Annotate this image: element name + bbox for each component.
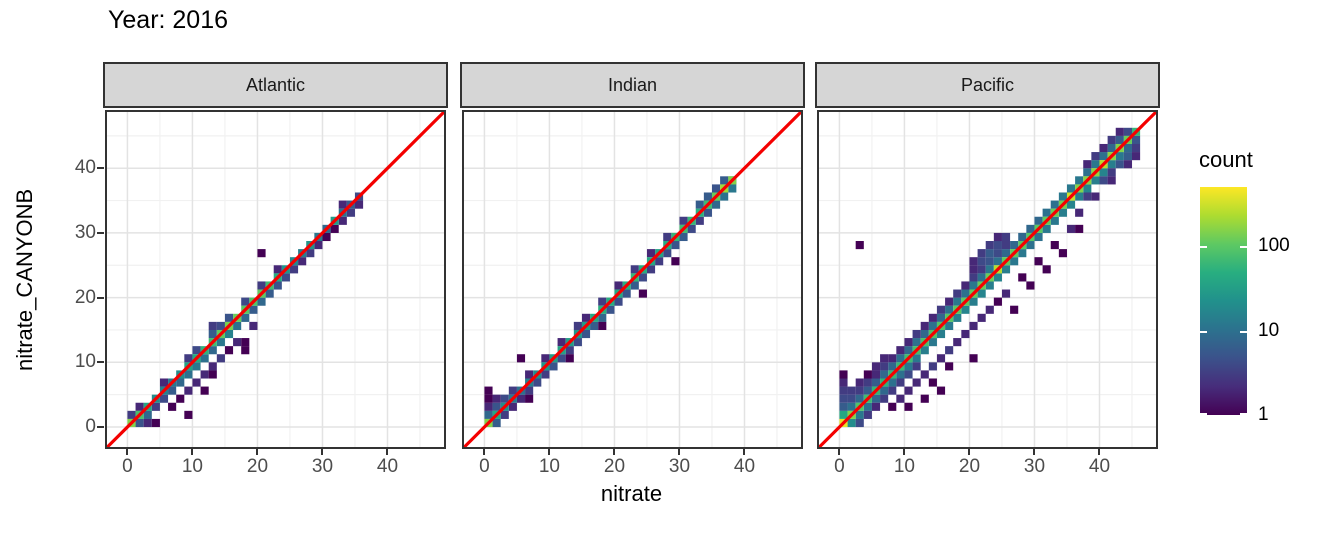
x-tick-label: 0 [122,456,133,477]
y-tick-mark [97,296,104,299]
x-tick-mark [191,449,194,455]
y-tick-label: 0 [85,416,96,437]
x-tick-label: 40 [1088,456,1111,477]
panel-indian [462,110,803,449]
x-tick-mark [678,449,681,455]
x-tick-label: 0 [479,456,490,477]
x-tick-mark [1098,449,1101,455]
legend-colorbar [1200,187,1247,415]
legend-tick-mark [1240,413,1247,415]
x-tick-mark [968,449,971,455]
x-tick-mark [483,449,486,455]
x-tick-mark [321,449,324,455]
legend-tick-mark [1200,246,1207,249]
legend-tick-label: 10 [1258,319,1280,341]
y-tick-mark [97,231,104,234]
x-tick-mark [386,449,389,455]
legend-tick-label: 1 [1258,404,1269,425]
x-tick-label: 20 [958,456,981,477]
facet-strip-pacific: Pacific [815,62,1160,108]
plot-title: Year: 2016 [108,6,229,34]
y-tick-mark [97,167,104,170]
y-tick-label: 10 [74,351,96,373]
x-tick-label: 10 [893,456,915,477]
facet-strip-atlantic: Atlantic [103,62,448,108]
x-tick-mark [743,449,746,455]
facet-strip-indian: Indian [460,62,805,108]
x-tick-mark [256,449,259,455]
panel-atlantic [105,110,446,449]
x-axis-title: nitrate [600,481,663,506]
x-tick-mark [1033,449,1036,455]
y-tick-label: 40 [74,157,96,179]
legend-tick-label: 100 [1258,235,1290,257]
legend-title: count [1199,147,1253,172]
x-tick-label: 40 [733,456,756,477]
x-tick-mark [548,449,551,455]
x-tick-label: 10 [538,456,560,477]
x-tick-mark [838,449,841,455]
y-tick-mark [97,426,104,428]
legend-tick-mark [1200,413,1207,415]
x-tick-label: 0 [834,456,845,477]
x-tick-mark [903,449,906,455]
x-tick-label: 20 [246,456,269,477]
legend-tick-mark [1240,330,1247,333]
x-tick-mark [613,449,616,455]
x-tick-label: 10 [181,456,203,477]
x-tick-mark [126,449,129,455]
y-tick-mark [97,361,104,364]
y-tick-label: 20 [74,286,96,308]
legend-tick-mark [1200,330,1207,333]
panel-pacific [817,110,1158,449]
x-tick-label: 30 [311,456,334,477]
y-tick-label: 30 [74,221,96,243]
x-tick-label: 40 [376,456,399,477]
x-tick-label: 30 [1023,456,1046,477]
x-tick-label: 30 [668,456,691,477]
legend-tick-mark [1240,246,1247,249]
x-tick-label: 20 [603,456,626,477]
